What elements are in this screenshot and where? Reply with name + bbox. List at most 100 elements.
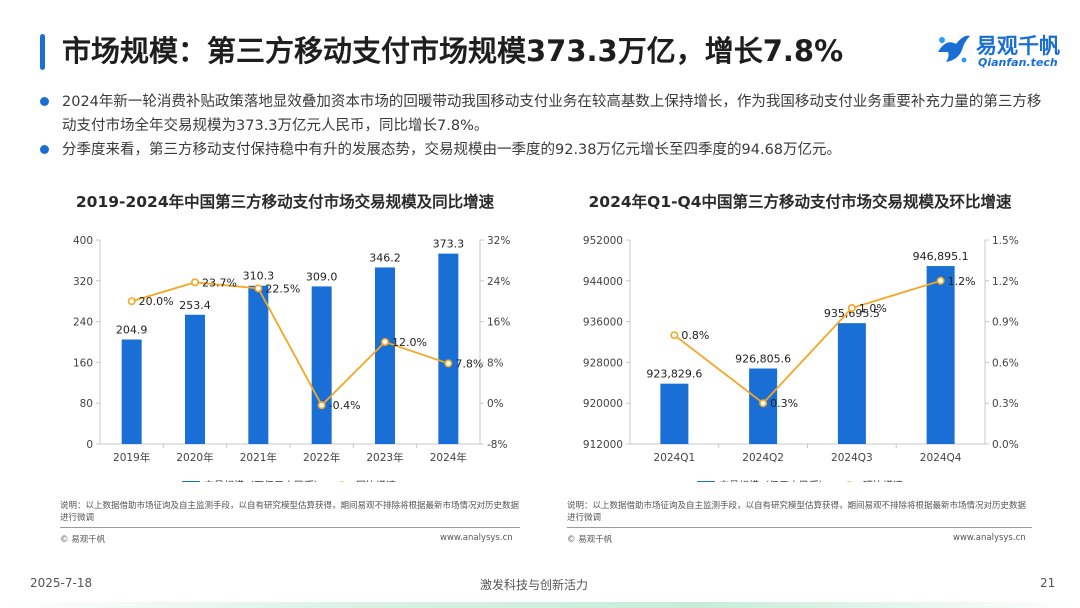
logo-subtitle: Qianfan.tech	[978, 56, 1058, 69]
x-tick-label: 2021年	[240, 451, 277, 464]
bar	[248, 285, 269, 444]
growth-value-label: 1.0%	[859, 302, 887, 315]
y-tick-label-left: 400	[73, 235, 93, 247]
logo-name: 易观千帆	[976, 34, 1060, 58]
brand-logo: 易观千帆 Qianfan.tech	[934, 28, 1074, 72]
bar-value-label: 926,805.6	[735, 352, 791, 365]
growth-value-label: 20.0%	[139, 295, 174, 308]
bullet-dot-icon	[40, 145, 49, 154]
growth-point	[670, 331, 679, 340]
x-tick-label: 2024Q2	[742, 452, 784, 464]
y-tick-label-right: 8%	[487, 357, 504, 369]
growth-value-label: 22.5%	[265, 282, 300, 295]
x-tick-label: 2024年	[430, 451, 467, 464]
y-tick-label-left: 944000	[583, 276, 623, 288]
bar	[837, 323, 866, 444]
growth-point	[847, 304, 856, 313]
growth-value-label: 0.8%	[681, 329, 709, 342]
bar-value-label: 946,895.1	[913, 250, 969, 263]
growth-point	[759, 399, 768, 408]
legend-label-bar: 交易规模（万亿元人民币）	[204, 479, 324, 482]
bar	[311, 286, 332, 444]
source-copyright: © 易观千帆	[60, 535, 106, 545]
y-tick-label-right: 1.5%	[992, 235, 1019, 247]
bullet-text: 2024年新一轮消费补贴政策落地显效叠加资本市场的回暖带动我国移动支付业务在较高…	[62, 94, 1042, 134]
x-tick-label: 2024Q1	[654, 452, 696, 464]
growth-value-label: 0.3%	[770, 397, 798, 410]
x-tick-label: 2024Q3	[831, 452, 873, 464]
source-website: www.analysys.cn	[953, 533, 1026, 543]
logo-icon	[938, 35, 970, 63]
y-tick-label-right: 1.2%	[992, 276, 1019, 288]
chart-title: 2024年Q1-Q4中国第三方移动支付市场交易规模及环比增速	[588, 193, 1012, 211]
growth-point	[254, 284, 263, 293]
y-tick-label-left: 240	[73, 317, 93, 329]
bar	[375, 267, 395, 444]
y-tick-label-right: 0.0%	[992, 439, 1019, 451]
bar-value-label: 310.3	[243, 270, 274, 283]
chart-title: 2019-2024年中国第三方移动支付市场交易规模及同比增速	[75, 193, 495, 211]
y-tick-label-right: 24%	[487, 276, 510, 288]
y-tick-label-right: 0.3%	[992, 398, 1019, 410]
y-tick-label-right: 0%	[487, 398, 504, 410]
note-divider	[60, 527, 520, 528]
growth-point	[127, 297, 136, 306]
note-divider	[567, 527, 1032, 528]
bullet-list: 2024年新一轮消费补贴政策落地显效叠加资本市场的回暖带动我国移动支付业务在较高…	[40, 90, 1050, 162]
chart-note: 说明：以上数据借助市场征询及自主监测手段，以自有研究模型估算获得，期间易观不排除…	[567, 501, 1027, 523]
bar-value-label: 935,695.5	[824, 307, 880, 320]
chart-panel-annual: 2019-2024年中国第三方移动支付市场交易规模及同比增速 0 -8% 80 0% 1…	[40, 178, 530, 482]
growth-value-label: 12.0%	[392, 336, 427, 349]
chart-panel-quarterly: 2024年Q1-Q4中国第三方移动支付市场交易规模及环比增速 912000 0.0…	[555, 178, 1045, 482]
footer-slogan: 激发科技与创新活力	[480, 578, 589, 592]
y-tick-label-left: 920000	[583, 398, 623, 410]
growth-value-label: 1.2%	[948, 275, 976, 288]
y-tick-label-left: 80	[80, 398, 93, 410]
growth-line	[131, 281, 449, 407]
y-tick-label-right: -8%	[487, 439, 507, 451]
y-tick-label-right: 32%	[487, 235, 510, 247]
legend-swatch-bar	[697, 481, 715, 482]
y-tick-label-left: 952000	[583, 235, 623, 247]
legend-label-bar: 交易规模（亿元人民币）	[719, 479, 829, 482]
page-title: 市场规模：第三方移动支付市场规模373.3万亿，增长7.8%	[62, 34, 844, 68]
x-tick-label: 2019年	[113, 451, 150, 464]
growth-point	[380, 338, 389, 347]
bottom-gradient-band	[0, 602, 1080, 608]
growth-point	[191, 278, 200, 287]
chart-note: 说明：以上数据借助市场征询及自主监测手段，以自有研究模型估算获得，期间易观不排除…	[60, 501, 520, 523]
footer-page-number: 21	[1040, 576, 1056, 590]
growth-value-label: -0.4%	[329, 399, 361, 412]
y-tick-label-left: 160	[73, 357, 93, 369]
title-accent-bar	[40, 34, 45, 70]
y-tick-label-right: 0.6%	[992, 357, 1019, 369]
growth-value-label: 23.7%	[202, 276, 237, 289]
y-tick-label-left: 0	[86, 439, 93, 451]
bar-value-label: 346.2	[369, 251, 401, 264]
y-tick-label-left: 928000	[583, 357, 623, 369]
chart-annual: 0 -8% 80 0% 160 8% 240 16% 320 24% 400 32% 2019年 204.…	[73, 235, 510, 482]
bar	[438, 253, 459, 444]
x-tick-label: 2022年	[303, 451, 340, 464]
bar	[660, 383, 689, 444]
x-tick-label: 2024Q4	[920, 452, 962, 464]
legend-label-line: 同比增速	[356, 479, 396, 482]
growth-line	[673, 279, 941, 405]
x-tick-label: 2020年	[176, 451, 213, 464]
y-tick-label-left: 320	[73, 276, 93, 288]
source-website: www.analysys.cn	[440, 533, 513, 543]
y-tick-label-left: 936000	[583, 317, 623, 329]
chart-quarterly: 912000 0.0% 920000 0.3% 928000 0.6% 936000 0.9%…	[583, 235, 1019, 482]
growth-point	[317, 401, 326, 410]
legend-swatch-bar	[182, 481, 200, 482]
bullet-text: 分季度来看，第三方移动支付保持稳中有升的发展态势，交易规模由一季度的92.38万…	[62, 142, 842, 158]
growth-point	[444, 359, 453, 368]
source-copyright: © 易观千帆	[567, 535, 613, 545]
growth-point	[936, 276, 945, 285]
x-tick-label: 2023年	[366, 451, 403, 464]
bar-value-label: 253.4	[179, 299, 211, 312]
bar	[185, 314, 205, 444]
bar-value-label: 204.9	[116, 324, 147, 337]
bullet-item: 分季度来看，第三方移动支付保持稳中有升的发展态势，交易规模由一季度的92.38万…	[40, 138, 1050, 162]
y-tick-label-right: 0.9%	[992, 317, 1019, 329]
